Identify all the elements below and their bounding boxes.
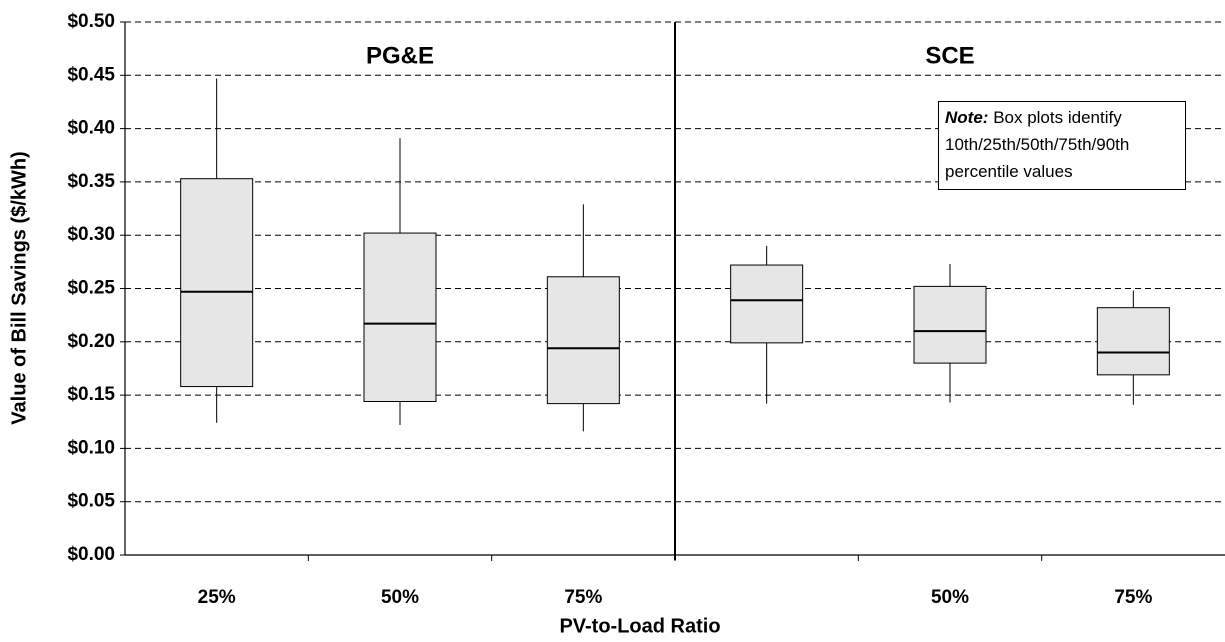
note-box: Note: Box plots identify 10th/25th/50th/…	[938, 101, 1186, 190]
x-axis-label: PV-to-Load Ratio	[559, 615, 720, 637]
box	[363, 232, 437, 402]
y-tick-label: $0.50	[67, 11, 115, 32]
y-axis-label: Value of Bill Savings ($/kWh)	[8, 151, 30, 424]
y-tick-label: $0.25	[67, 278, 115, 299]
x-tick-label: 75%	[1114, 587, 1152, 608]
note-label: Note:	[945, 108, 989, 127]
box	[546, 276, 620, 405]
y-tick-label: $0.10	[67, 437, 115, 458]
box	[730, 264, 804, 344]
y-tick-label: $0.05	[67, 491, 115, 512]
note-text: Box plots identify 10th/25th/50th/75th/9…	[945, 108, 1130, 181]
y-tick-label: $0.20	[67, 331, 115, 352]
x-tick-label: 50%	[381, 587, 419, 608]
x-tick-label: 50%	[931, 587, 969, 608]
y-tick-label: $0.40	[67, 118, 115, 139]
box	[1096, 307, 1170, 376]
y-tick-label: $0.30	[67, 224, 115, 245]
box	[180, 178, 254, 388]
x-tick-label: 75%	[564, 587, 602, 608]
y-tick-label: $0.35	[67, 171, 115, 192]
group-label: SCE	[925, 42, 974, 69]
x-tick-label: 25%	[198, 587, 236, 608]
y-tick-label: $0.00	[67, 544, 115, 565]
group-label: PG&E	[366, 42, 434, 69]
y-tick-label: $0.15	[67, 384, 115, 405]
box	[913, 285, 987, 364]
y-tick-label: $0.45	[67, 64, 115, 85]
